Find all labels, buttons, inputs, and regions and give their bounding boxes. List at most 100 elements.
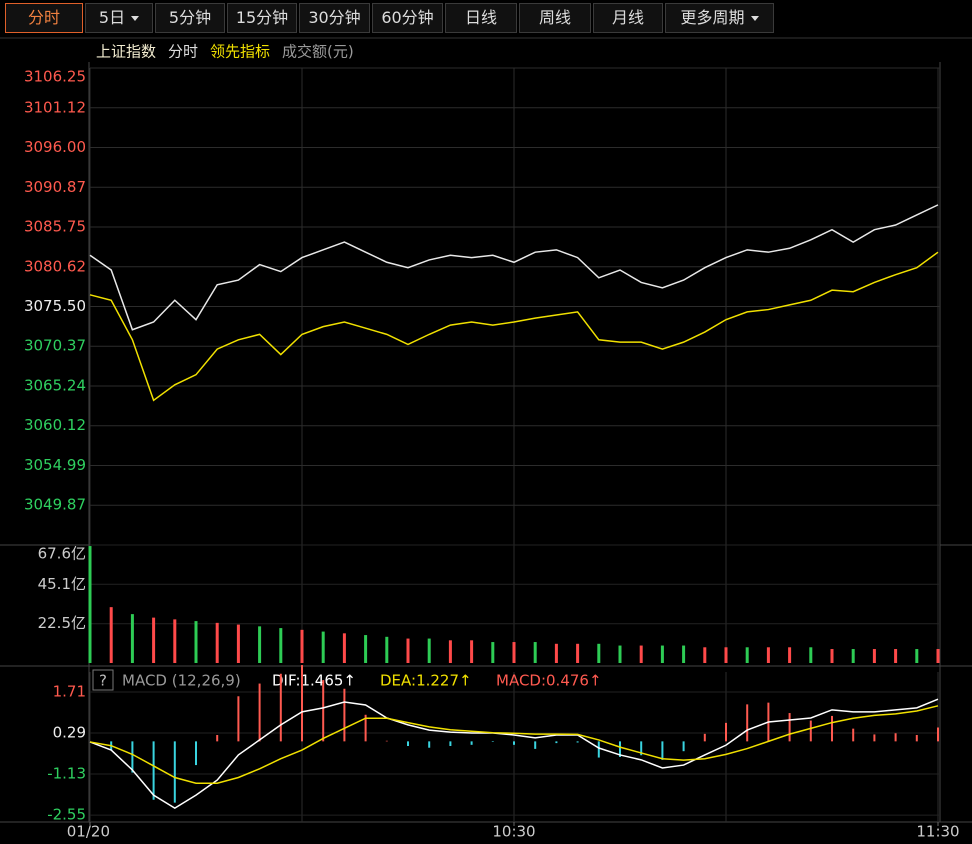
tab-label: 60分钟 [381, 8, 434, 27]
period-tab[interactable]: 更多周期 [665, 3, 774, 33]
y-tick-label: 3054.99 [24, 456, 86, 474]
volume-bar [470, 640, 474, 663]
period-tab[interactable]: 60分钟 [372, 3, 443, 33]
volume-bar [639, 645, 643, 663]
tab-label: 分时 [27, 8, 60, 27]
volume-bar [512, 642, 516, 663]
x-tick-label: 10:30 [492, 823, 535, 841]
legend-label: 领先指标 [210, 43, 270, 61]
period-tab[interactable]: 周线 [519, 3, 591, 33]
volume-bar [766, 647, 770, 663]
y-tick-label: 3080.62 [24, 257, 86, 275]
volume-bar [533, 642, 537, 663]
period-tab[interactable]: 月线 [593, 3, 663, 33]
y-tick-label: 3096.00 [24, 138, 86, 156]
period-toolbar: 分时 5日 5分钟 15分钟 30分钟 60分钟 日线 周线 月线 更多周期 [0, 0, 972, 38]
tab-label: 周线 [538, 8, 571, 27]
tab-label: 日线 [464, 8, 497, 27]
volume-bar [915, 649, 919, 663]
legend-label: 成交额(元) [282, 43, 354, 61]
series-line [89, 705, 939, 785]
volume-bar [385, 636, 389, 663]
period-tab[interactable]: 分时 [5, 3, 83, 33]
legend-label: DEA:1.227↑ [380, 672, 472, 690]
volume-bar [745, 647, 749, 663]
y-tick-label: 3101.12 [24, 98, 86, 116]
tab-label: 15分钟 [235, 8, 289, 27]
y-tick-label: 3049.87 [24, 496, 86, 514]
volume-bar [364, 635, 368, 663]
volume-bar [258, 626, 262, 663]
volume-bar [851, 649, 855, 663]
volume-bar [703, 647, 707, 663]
volume-bar [936, 649, 940, 663]
dropdown-arrow [131, 16, 140, 21]
volume-bar [342, 633, 346, 663]
x-tick-label: 01/20 [67, 823, 110, 841]
tab-label: 更多周期 [680, 8, 745, 27]
legend-label: MACD:0.476↑ [496, 672, 602, 690]
volume-bar [618, 645, 622, 663]
help-icon: ? [99, 672, 107, 690]
volume-bar [152, 617, 156, 663]
volume-bar [724, 647, 728, 663]
period-tab[interactable]: 5分钟 [155, 3, 225, 33]
series-line [89, 204, 939, 331]
volume-bar [406, 638, 410, 663]
y-tick-label: -2.55 [47, 806, 86, 824]
legend-label: 分时 [168, 43, 198, 61]
volume-bar [194, 621, 198, 663]
period-tab[interactable]: 日线 [445, 3, 517, 33]
y-tick-label: 3085.75 [24, 217, 86, 235]
tab-label: 30分钟 [308, 8, 361, 27]
indicator-title: MACD (12,26,9) [122, 672, 241, 690]
y-tick-label: -1.13 [47, 765, 86, 783]
volume-bar [809, 647, 813, 663]
volume-bar [872, 649, 876, 663]
y-tick-label: 1.71 [53, 682, 86, 700]
volume-bar [660, 645, 664, 663]
period-tab[interactable]: 30分钟 [299, 3, 370, 33]
x-tick-label: 11:30 [916, 823, 959, 841]
y-tick-label: 3075.50 [24, 297, 86, 315]
volume-bar [279, 628, 283, 663]
volume-bar [88, 546, 92, 663]
volume-bar [576, 643, 580, 663]
legend-label: 上证指数 [96, 43, 156, 61]
volume-bar [894, 649, 898, 663]
period-tab[interactable]: 15分钟 [227, 3, 297, 33]
volume-bar [130, 614, 134, 663]
y-tick-label: 3070.37 [24, 337, 86, 355]
y-tick-label: 67.6亿 [38, 545, 86, 563]
volume-bar [215, 622, 219, 663]
volume-bar [788, 647, 792, 663]
volume-bar [491, 642, 495, 663]
volume-bar [300, 629, 304, 663]
volume-bar [427, 638, 431, 663]
y-tick-label: 45.1亿 [38, 575, 86, 593]
series-line [89, 251, 939, 402]
volume-bar [236, 624, 240, 663]
legend-label: DIF:1.465↑ [272, 672, 356, 690]
volume-bar [321, 631, 325, 663]
y-tick-label: 0.29 [53, 723, 86, 741]
volume-bar [448, 640, 452, 663]
help-box [92, 669, 114, 691]
tab-label: 5日 [98, 8, 126, 27]
dropdown-arrow [750, 16, 759, 21]
tab-label: 月线 [611, 8, 644, 27]
series-line [89, 698, 939, 810]
y-tick-label: 3060.12 [24, 416, 86, 434]
period-tab[interactable]: 5日 [85, 3, 153, 33]
y-tick-label: 3065.24 [24, 377, 86, 395]
volume-bar [830, 649, 834, 663]
tab-label: 5分钟 [168, 8, 212, 27]
y-tick-label: 3106.25 [24, 68, 86, 86]
volume-bar [597, 643, 601, 663]
volume-bar [682, 645, 686, 663]
y-tick-label: 3090.87 [24, 178, 86, 196]
y-tick-label: 22.5亿 [38, 614, 86, 632]
volume-bar [109, 607, 113, 663]
